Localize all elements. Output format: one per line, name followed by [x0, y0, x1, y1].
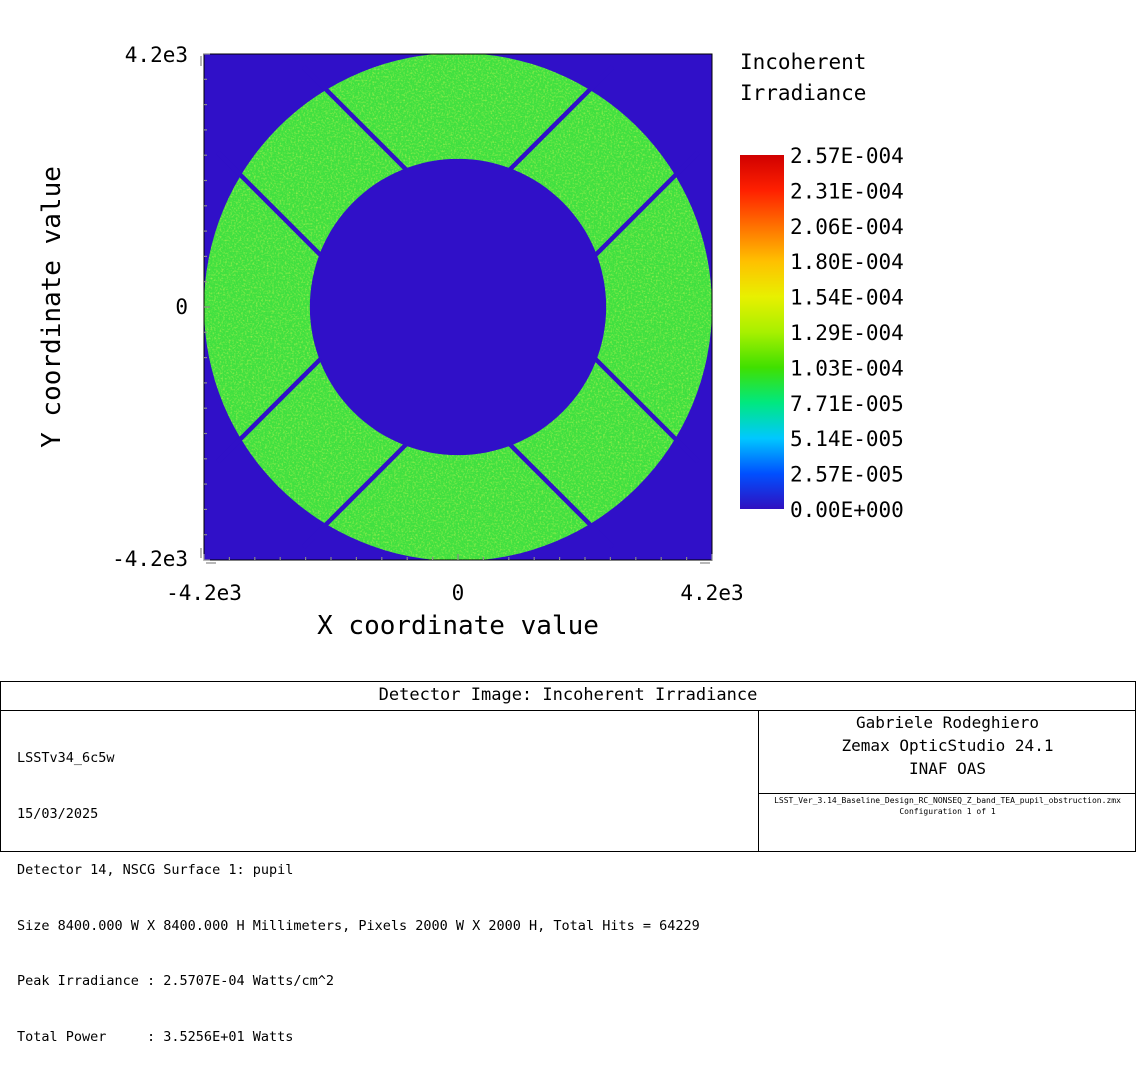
y-axis-title: Y coordinate value	[37, 166, 67, 448]
spider-vane-2-0	[301, 442, 409, 549]
colorbar-label: 2.31E-004	[790, 179, 904, 203]
info-panel: Detector Image: Incoherent Irradiance LS…	[0, 681, 1136, 1045]
file-name: LSST_Ver_3.14_Baseline_Design_RC_NONSEQ_…	[774, 796, 1121, 805]
colorbar-label: 1.29E-004	[790, 321, 904, 345]
colorbar-label: 0.00E+000	[790, 498, 904, 522]
spider-vane-3-0	[593, 356, 700, 464]
colorbar-label: 1.03E-004	[790, 356, 904, 380]
spider-vane-1-0	[216, 150, 323, 258]
colorbar-label: 1.54E-004	[790, 286, 904, 310]
configuration-label: Configuration 1 of 1	[899, 807, 996, 816]
x-axis-title: X coordinate value	[317, 611, 599, 641]
info-line-date: 15/03/2025	[17, 805, 99, 822]
spider-vane-0-1	[593, 150, 700, 258]
spider-vane-0-0	[507, 65, 615, 172]
x-tick-label-middle: 0	[452, 581, 465, 605]
x-tick-label-right: 4.2e3	[680, 581, 743, 605]
spider-vane-2-1	[216, 356, 323, 464]
info-line-detector: Detector 14, NSCG Surface 1: pupil	[17, 861, 294, 878]
info-line-size: Size 8400.000 W X 8400.000 H Millimeters…	[17, 917, 700, 934]
spider-vane-3-1	[507, 442, 615, 549]
info-line-peak: Peak Irradiance : 2.5707E-04 Watts/cm^2	[17, 973, 334, 990]
info-credits-top: Gabriele Rodeghiero Zemax OpticStudio 24…	[759, 711, 1136, 794]
colorbar-label: 5.14E-005	[790, 427, 904, 451]
info-file: LSST_Ver_3.14_Baseline_Design_RC_NONSEQ_…	[759, 795, 1136, 817]
colorbar-label: 2.57E-004	[790, 144, 904, 168]
info-line-power: Total Power : 3.5256E+01 Watts	[17, 1029, 294, 1046]
axis-ticks	[200, 53, 713, 564]
info-details: LSSTv34_6c5w 15/03/2025 Detector 14, NSC…	[17, 712, 700, 1084]
spider-vanes	[216, 65, 700, 549]
author-name: Gabriele Rodeghiero	[855, 713, 1040, 732]
colorbar-label: 2.06E-004	[790, 215, 904, 239]
institute-name: INAF OAS	[908, 759, 987, 778]
software-name: Zemax OpticStudio 24.1	[841, 736, 1054, 755]
spider-vane-1-1	[301, 65, 409, 172]
colorbar-title-line-1: Incoherent	[740, 50, 866, 74]
colorbar	[740, 155, 784, 509]
x-tick-label-left: -4.2e3	[166, 581, 242, 605]
y-tick-label-middle: 0	[175, 295, 188, 319]
colorbar-label: 7.71E-005	[790, 392, 904, 416]
colorbar-label: 1.80E-004	[790, 250, 904, 274]
colorbar-title-line-2: Irradiance	[740, 81, 866, 105]
colorbar-labels: 2.57E-004 2.31E-004 2.06E-004 1.80E-004 1.54…	[790, 144, 904, 522]
info-credits: Gabriele Rodeghiero Zemax OpticStudio 24…	[758, 711, 1136, 851]
y-tick-label-top: 4.2e3	[125, 43, 188, 67]
colorbar-label: 2.57E-005	[790, 463, 904, 487]
y-tick-label-bottom: -4.2e3	[112, 547, 188, 571]
info-line-lens: LSSTv34_6c5w	[17, 750, 115, 767]
irradiance-plot: 4.2e3 0 -4.2e3 -4.2e3 0 4.2e3 X coordina…	[37, 43, 904, 641]
pupil-annulus-speckle	[204, 54, 712, 560]
info-title: Detector Image: Incoherent Irradiance	[1, 682, 1135, 711]
